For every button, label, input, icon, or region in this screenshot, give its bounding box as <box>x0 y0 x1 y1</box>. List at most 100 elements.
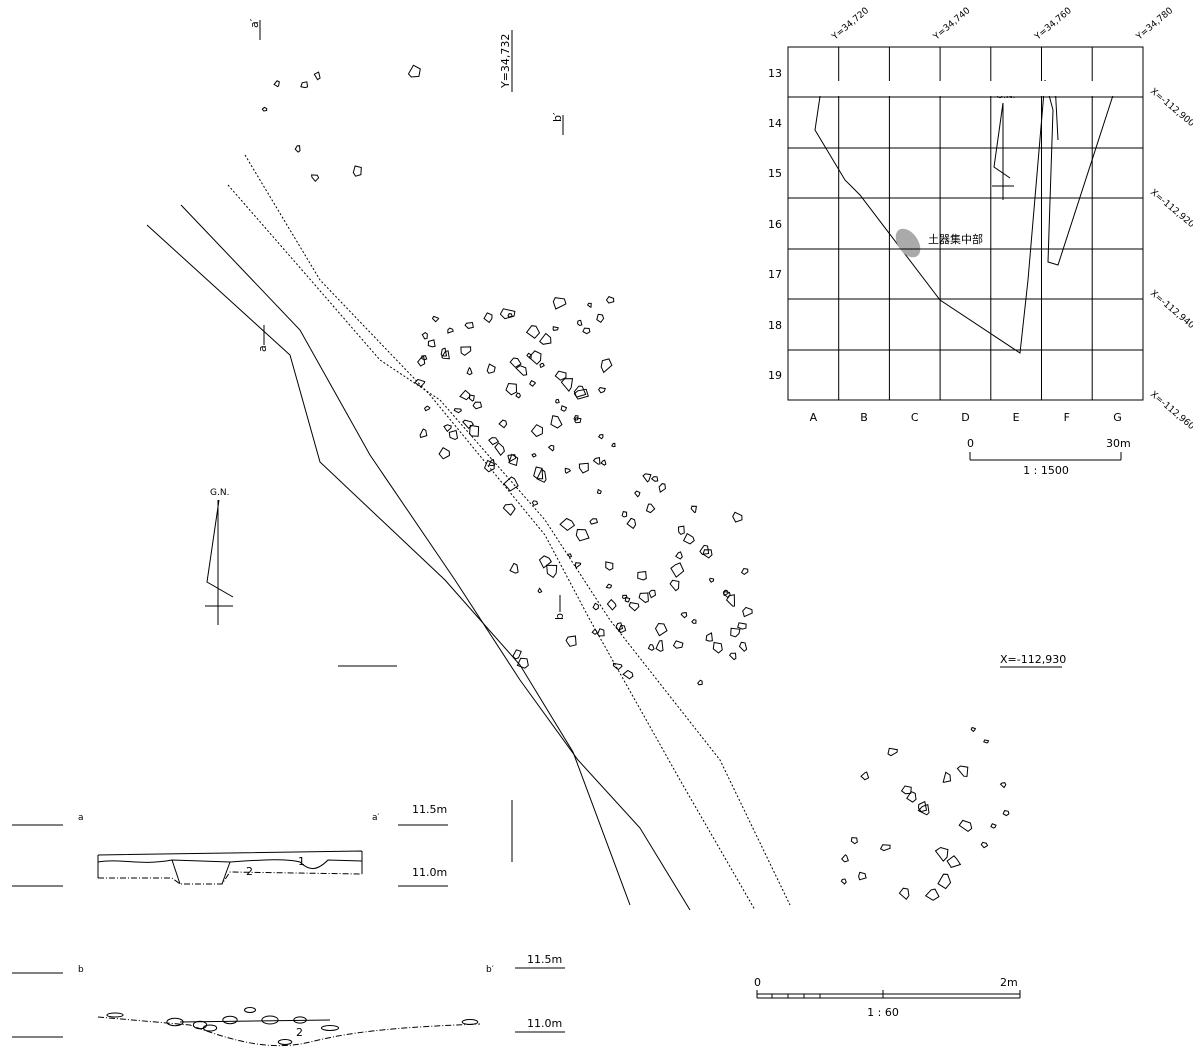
stone <box>462 419 474 429</box>
stone <box>498 419 508 429</box>
stone <box>597 628 605 637</box>
stone <box>483 312 493 324</box>
stone <box>505 382 518 396</box>
stone <box>546 564 558 579</box>
row-label: 17 <box>768 268 782 281</box>
site-outline <box>814 79 1118 354</box>
north-arrow <box>993 102 1011 179</box>
stone <box>573 385 587 398</box>
col-label: C <box>911 411 919 424</box>
stone <box>539 332 552 345</box>
stone <box>600 358 613 374</box>
stone <box>605 583 613 589</box>
stone <box>592 456 601 465</box>
stone <box>712 641 723 654</box>
row-label: 15 <box>768 167 782 180</box>
label: b <box>78 965 84 975</box>
stone <box>421 355 428 361</box>
stone <box>573 388 589 400</box>
stone <box>924 888 940 901</box>
stone <box>860 771 870 781</box>
grid-label: Y=34,740 <box>931 6 973 43</box>
stone <box>591 628 598 636</box>
frame <box>787 46 1144 401</box>
stone <box>539 362 545 369</box>
stone <box>606 598 617 611</box>
stone <box>638 592 649 604</box>
label: a <box>256 345 269 352</box>
stone <box>725 594 736 607</box>
feature-area <box>895 228 921 258</box>
stone <box>722 589 729 597</box>
stone <box>552 326 559 331</box>
row-label: 16 <box>768 218 782 231</box>
label: a′ <box>372 813 380 823</box>
stone <box>484 459 495 473</box>
stone <box>898 887 910 901</box>
grid-label: X=-112,930 <box>1000 653 1066 666</box>
stone <box>533 466 544 480</box>
stone <box>293 1016 307 1024</box>
stone <box>503 476 519 492</box>
stone <box>300 81 309 89</box>
stone <box>202 1024 218 1032</box>
stone <box>879 844 891 852</box>
stone <box>559 517 576 532</box>
stone <box>645 503 656 514</box>
label: b <box>553 613 566 620</box>
label: a′ <box>248 18 261 28</box>
stone <box>440 347 448 357</box>
stone <box>740 567 749 576</box>
stone <box>423 405 431 412</box>
col-label: E <box>1013 411 1020 424</box>
stone <box>244 1007 256 1013</box>
stone <box>531 453 537 458</box>
stone <box>577 319 583 327</box>
scale-label: 30m <box>1106 437 1131 450</box>
label: b′ <box>486 965 494 975</box>
stone <box>261 106 268 112</box>
stone <box>507 454 517 463</box>
trench-edge <box>244 154 756 911</box>
stone <box>407 64 421 78</box>
stone <box>578 462 589 474</box>
stone <box>999 782 1007 789</box>
stone <box>958 819 973 833</box>
stone <box>850 837 858 845</box>
stone <box>906 790 917 803</box>
stone <box>702 549 713 559</box>
stone <box>560 405 568 412</box>
stone <box>547 444 555 452</box>
north-label: G.N. <box>210 488 229 498</box>
stone <box>655 640 664 652</box>
stone <box>642 473 652 483</box>
stone <box>453 408 462 414</box>
stone <box>637 571 647 581</box>
stone <box>654 622 668 637</box>
stone <box>459 389 471 401</box>
feature-label: 土器集中部 <box>928 232 983 246</box>
stone <box>516 657 529 669</box>
stone <box>488 459 496 467</box>
stone <box>677 525 685 536</box>
stone <box>900 785 912 795</box>
stone <box>499 308 516 320</box>
stone <box>730 627 741 638</box>
stone <box>554 370 567 381</box>
stone <box>622 669 634 680</box>
stone <box>530 424 544 438</box>
stone <box>937 873 952 890</box>
stone <box>438 447 450 460</box>
col-label: F <box>1064 411 1070 424</box>
stone <box>605 295 615 304</box>
stone <box>675 551 683 560</box>
stone <box>512 649 522 660</box>
stone <box>597 434 604 440</box>
stone <box>626 517 637 530</box>
section-b: b b′ 11.5m 11.0m 2 <box>12 953 565 1047</box>
grid-label: X=-112,940 <box>1148 289 1193 332</box>
scale-label: 0 <box>967 437 974 450</box>
stone <box>509 562 519 574</box>
label: b′ <box>551 112 564 122</box>
stone <box>538 555 552 569</box>
